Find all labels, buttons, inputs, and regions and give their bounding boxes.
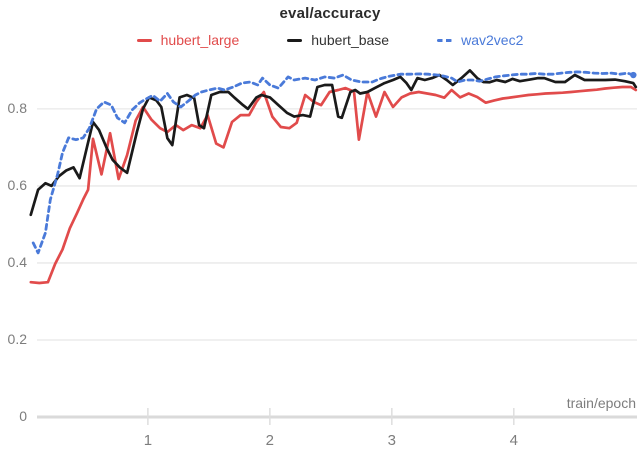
- x-axis-title: train/epoch: [566, 395, 636, 411]
- legend-item-hubert-large[interactable]: hubert_large: [136, 32, 240, 48]
- x-axis-tick-label: 2: [265, 432, 275, 449]
- x-axis-tick-label: 4: [509, 432, 518, 449]
- y-axis-tick-label: 0.6: [7, 176, 27, 193]
- series-endpoint-wav2vec2: [630, 71, 637, 79]
- series-line-hubert_large: [29, 85, 638, 285]
- line-marker-icon: [136, 38, 152, 42]
- line-marker-icon: [287, 38, 303, 42]
- series-line-wav2vec2: [31, 70, 635, 255]
- legend-label: hubert_base: [311, 32, 390, 48]
- legend-label: hubert_large: [160, 32, 240, 48]
- x-axis-tick-label: 3: [387, 432, 396, 449]
- y-axis-tick-label: 0.2: [7, 330, 27, 347]
- y-axis-tick-label: 0.4: [7, 253, 27, 270]
- y-axis-tick-label: 0: [19, 408, 27, 424]
- line-marker-icon: [437, 38, 453, 42]
- series-line-hubert_base: [29, 69, 638, 217]
- legend-label: wav2vec2: [461, 32, 524, 48]
- y-axis-tick-label: 0.8: [7, 99, 27, 116]
- legend-item-wav2vec2[interactable]: wav2vec2: [437, 32, 523, 48]
- legend-item-hubert-base[interactable]: hubert_base: [287, 32, 389, 48]
- chart-legend: hubert_large hubert_base wav2vec2: [10, 32, 640, 48]
- chart-title: eval/accuracy: [279, 5, 381, 22]
- x-axis-tick-label: 1: [143, 432, 153, 449]
